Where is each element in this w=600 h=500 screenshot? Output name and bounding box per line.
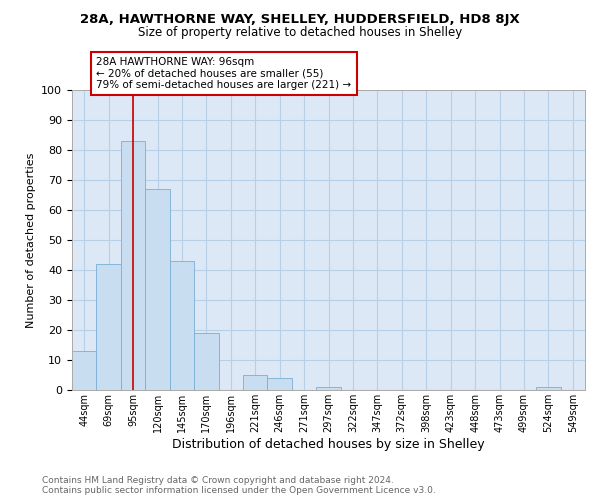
Bar <box>97 264 121 390</box>
Bar <box>536 387 560 390</box>
Bar <box>145 189 170 390</box>
Bar <box>121 141 145 390</box>
Bar <box>316 387 341 390</box>
Bar <box>194 333 218 390</box>
Text: Contains public sector information licensed under the Open Government Licence v3: Contains public sector information licen… <box>42 486 436 495</box>
Text: Contains HM Land Registry data © Crown copyright and database right 2024.: Contains HM Land Registry data © Crown c… <box>42 476 394 485</box>
Text: Size of property relative to detached houses in Shelley: Size of property relative to detached ho… <box>138 26 462 39</box>
Text: 28A, HAWTHORNE WAY, SHELLEY, HUDDERSFIELD, HD8 8JX: 28A, HAWTHORNE WAY, SHELLEY, HUDDERSFIEL… <box>80 12 520 26</box>
Text: 28A HAWTHORNE WAY: 96sqm
← 20% of detached houses are smaller (55)
79% of semi-d: 28A HAWTHORNE WAY: 96sqm ← 20% of detach… <box>97 57 352 90</box>
X-axis label: Distribution of detached houses by size in Shelley: Distribution of detached houses by size … <box>172 438 485 450</box>
Bar <box>268 378 292 390</box>
Bar <box>170 261 194 390</box>
Bar <box>72 351 97 390</box>
Bar <box>243 375 268 390</box>
Y-axis label: Number of detached properties: Number of detached properties <box>26 152 36 328</box>
